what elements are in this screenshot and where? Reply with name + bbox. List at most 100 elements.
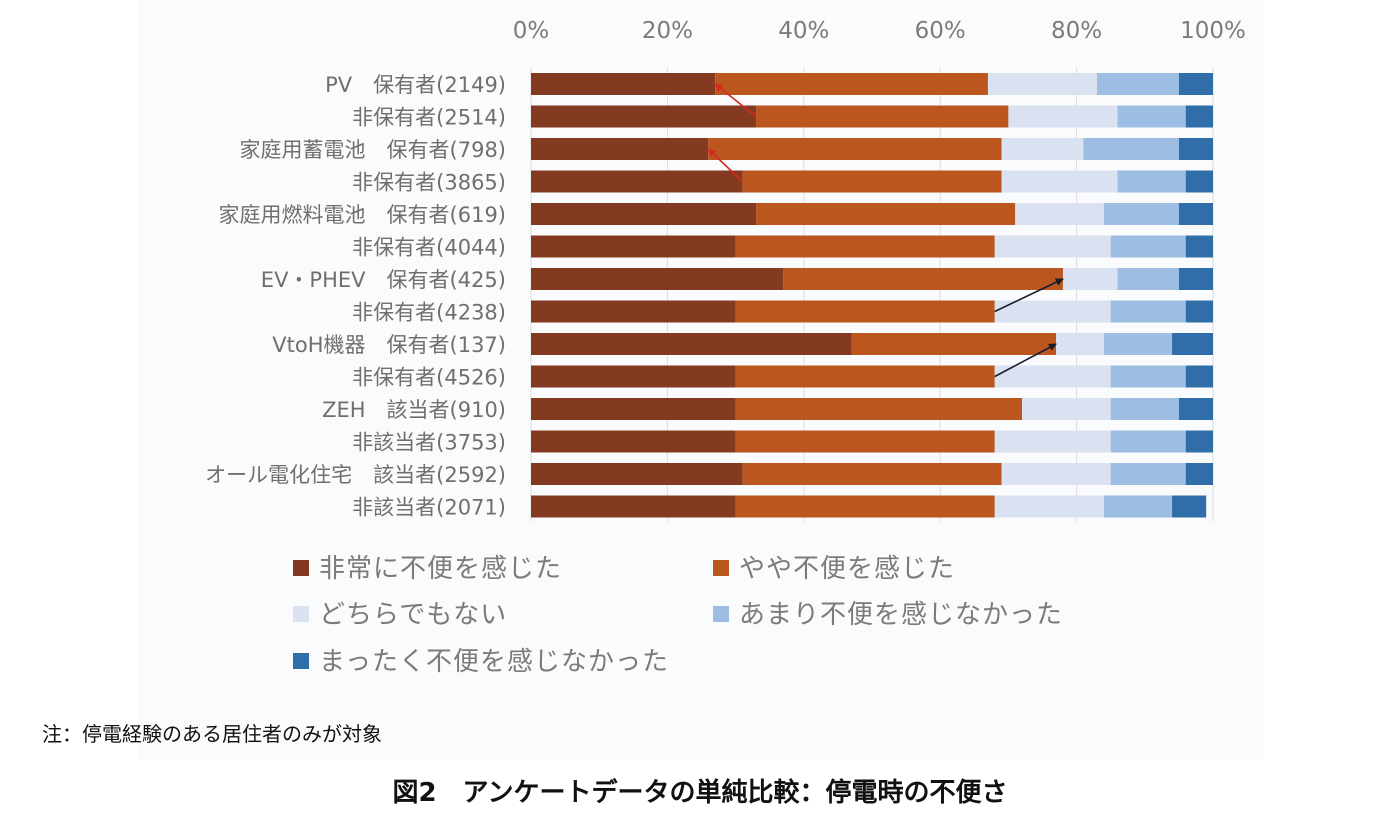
bar-segment bbox=[531, 333, 852, 355]
category-label: 非保有者(4238) bbox=[352, 301, 506, 325]
annotation-arrow bbox=[714, 83, 757, 118]
bar-segment bbox=[1117, 268, 1179, 290]
bar-segment bbox=[1185, 235, 1213, 258]
bar-segment bbox=[994, 365, 1111, 388]
bar-segment bbox=[735, 365, 995, 388]
bar-segment bbox=[1110, 365, 1186, 388]
gridlines bbox=[530, 67, 1214, 522]
bar-segment bbox=[531, 495, 736, 518]
figure-caption: 図2 アンケートデータの単純比較：停電時の不便さ bbox=[392, 778, 1008, 808]
bar-segment bbox=[715, 73, 988, 95]
category-label: オール電化住宅 該当者(2592) bbox=[205, 463, 506, 487]
category-label: EV・PHEV 保有者(425) bbox=[261, 268, 506, 292]
bar-segment bbox=[531, 463, 743, 485]
bar-segment bbox=[994, 235, 1111, 258]
category-label: 家庭用蓄電池 保有者(798) bbox=[240, 138, 506, 162]
legend-label: まったく不便を感じなかった bbox=[319, 647, 669, 677]
bar-segment bbox=[735, 495, 995, 518]
bar-segment bbox=[1097, 73, 1179, 95]
bar-segment bbox=[531, 268, 784, 290]
bar-segment bbox=[1103, 495, 1173, 518]
legend-label: あまり不便を感じなかった bbox=[739, 600, 1063, 630]
category-label: 非保有者(4044) bbox=[352, 236, 506, 260]
bar-segment bbox=[742, 463, 1002, 485]
legend-label: やや不便を感じた bbox=[739, 554, 955, 584]
bar-segment bbox=[531, 300, 736, 323]
bar-segment bbox=[1022, 398, 1111, 420]
bar-segment bbox=[1172, 333, 1213, 355]
category-label: 非保有者(4526) bbox=[352, 366, 506, 390]
bar-segment bbox=[1178, 138, 1213, 160]
bar-segment bbox=[1001, 170, 1118, 193]
bar-segment bbox=[1117, 170, 1186, 193]
bar-segment bbox=[531, 170, 743, 193]
bar-segment bbox=[742, 170, 1002, 193]
x-tick-label: 60% bbox=[915, 18, 966, 44]
bar-segment bbox=[735, 398, 1023, 420]
bars bbox=[531, 73, 1213, 518]
x-tick-label: 100% bbox=[1180, 18, 1246, 44]
bar-segment bbox=[1117, 105, 1186, 128]
bar-segment bbox=[756, 105, 1009, 128]
bar-segment bbox=[1185, 463, 1213, 485]
bar-segment bbox=[1110, 398, 1179, 420]
annotation-arrows bbox=[707, 83, 1064, 378]
category-label: VtoH機器 保有者(137) bbox=[272, 333, 506, 357]
bar-segment bbox=[1178, 268, 1213, 290]
bar-segment bbox=[1178, 73, 1213, 95]
category-label: 非保有者(2514) bbox=[352, 106, 506, 130]
bar-segment bbox=[1110, 300, 1186, 323]
bar-segment bbox=[994, 430, 1111, 453]
bar-segment bbox=[851, 333, 1057, 355]
category-label: PV 保有者(2149) bbox=[325, 73, 506, 97]
legend-swatch bbox=[713, 606, 729, 622]
bar-segment bbox=[735, 430, 995, 453]
x-tick-labels: 0% 20% 40% 60% 80% 100% bbox=[513, 18, 1246, 44]
category-label: 非該当者(2071) bbox=[352, 496, 506, 520]
bar-segment bbox=[1056, 333, 1104, 355]
annotation-arrow bbox=[994, 278, 1064, 313]
bar-segment bbox=[1185, 365, 1213, 388]
bar-segment bbox=[1172, 495, 1207, 518]
category-label: 非該当者(3753) bbox=[352, 431, 506, 455]
bar-segment bbox=[1178, 203, 1213, 225]
x-tick-label: 80% bbox=[1051, 18, 1102, 44]
category-label: 家庭用燃料電池 保有者(619) bbox=[219, 203, 506, 227]
bar-segment bbox=[994, 495, 1104, 518]
x-tick-label: 0% bbox=[513, 18, 550, 44]
bar-segment bbox=[1062, 268, 1118, 290]
bar-segment bbox=[1008, 105, 1118, 128]
bar-segment bbox=[531, 105, 757, 128]
bar-segment bbox=[1001, 463, 1111, 485]
bar-segment bbox=[1185, 300, 1213, 323]
bar-segment bbox=[1178, 398, 1213, 420]
bar-segment bbox=[1185, 170, 1213, 193]
bar-segment bbox=[1110, 430, 1186, 453]
bar-segment bbox=[531, 235, 736, 258]
bar-segment bbox=[1083, 138, 1179, 160]
note-text: 注：停電経験のある居住者のみが対象 bbox=[42, 722, 382, 746]
bar-segment bbox=[783, 268, 1063, 290]
bar-segment bbox=[531, 430, 736, 453]
bar-segment bbox=[1015, 203, 1104, 225]
bar-segment bbox=[1001, 138, 1084, 160]
bar-segment bbox=[531, 203, 757, 225]
bar-segment bbox=[1110, 235, 1186, 258]
stacked-bar-chart: 0% 20% 40% 60% 80% 100% PV 保有者(2149) 非保有者(2514… bbox=[205, 18, 1246, 677]
bar-segment bbox=[708, 138, 1002, 160]
category-labels: PV 保有者(2149) 非保有者(2514) 家庭用蓄電池 保有者(798) 非保有… bbox=[205, 73, 506, 520]
annotation-arrow bbox=[707, 148, 743, 183]
category-label: 非保有者(3865) bbox=[352, 171, 506, 195]
bar-segment bbox=[735, 300, 995, 323]
bar-segment bbox=[1103, 203, 1179, 225]
bar-segment bbox=[987, 73, 1098, 95]
x-tick-label: 40% bbox=[778, 18, 829, 44]
x-tick-label: 20% bbox=[642, 18, 693, 44]
legend-swatch bbox=[293, 560, 309, 576]
annotation-arrow bbox=[994, 343, 1057, 378]
legend-swatch bbox=[293, 606, 309, 622]
bar-segment bbox=[531, 398, 736, 420]
legend-swatch bbox=[713, 560, 729, 576]
bar-segment bbox=[1185, 105, 1213, 128]
bar-segment bbox=[735, 235, 995, 258]
